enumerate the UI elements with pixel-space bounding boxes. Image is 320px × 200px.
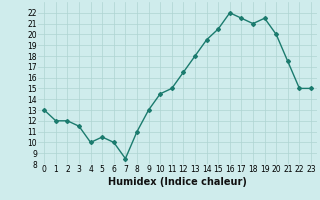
X-axis label: Humidex (Indice chaleur): Humidex (Indice chaleur) [108, 177, 247, 187]
